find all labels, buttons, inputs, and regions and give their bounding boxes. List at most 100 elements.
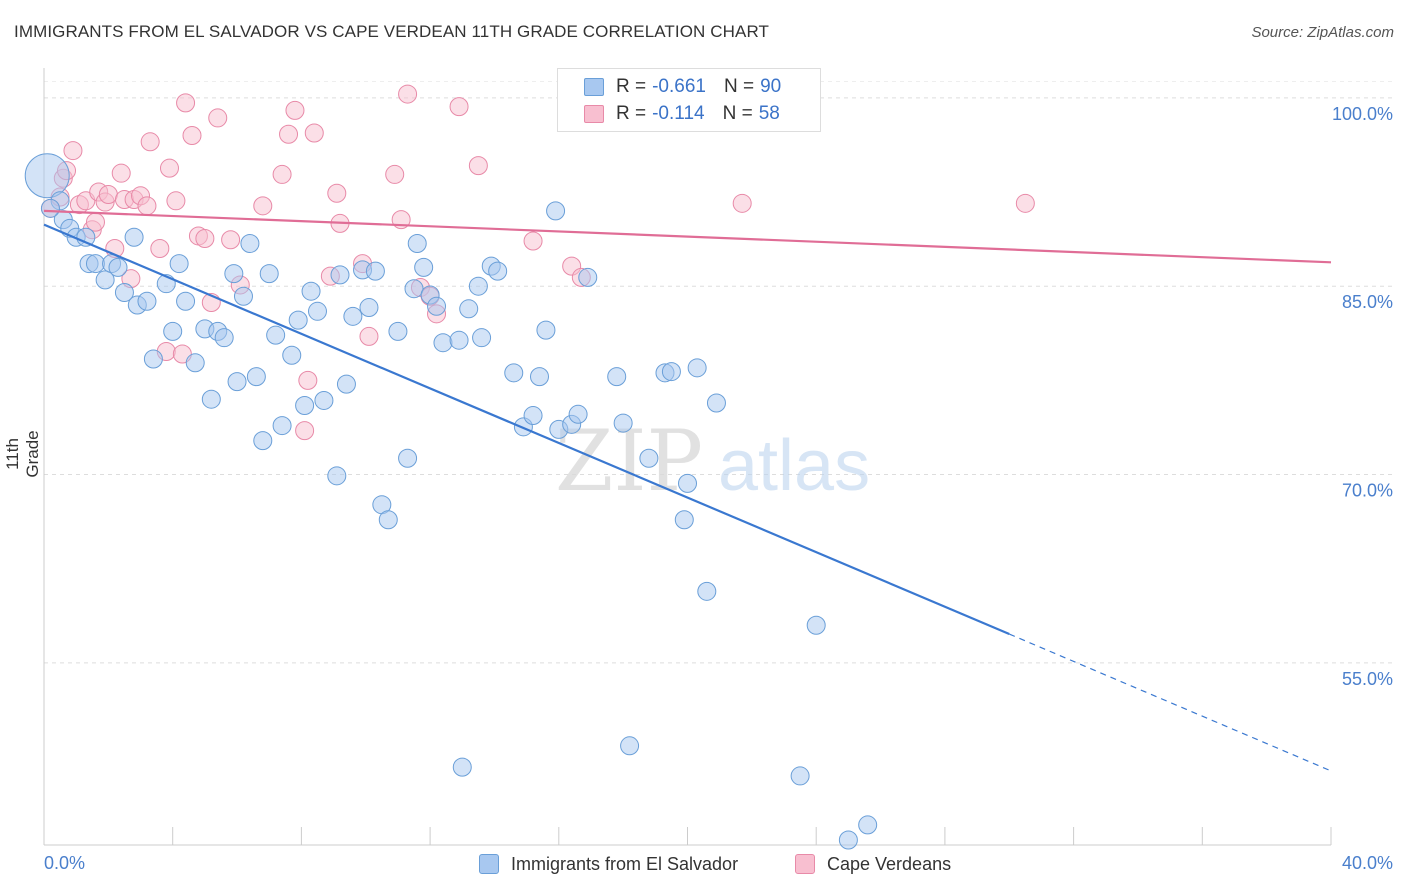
el-salvador-point [253,431,273,451]
cape-verdean-point [208,108,228,128]
trend-lines [43,209,1332,772]
el-salvador-point [114,282,134,302]
el-salvador-point [806,615,826,635]
el-salvador-point [472,328,492,348]
el-salvador-point [288,310,308,330]
cape-verdean-point [159,158,179,178]
cape-verdean-point [449,97,469,117]
el-salvador-point [137,291,157,311]
el-salvador-point [388,321,408,341]
y-tick-label: 85.0% [1342,292,1393,312]
el-salvador-point [678,473,697,493]
x-ticks [172,827,1332,845]
y-tick-label: 70.0% [1342,481,1393,501]
cape-verdean-point [111,163,131,183]
el-salvador-point [607,367,627,387]
source-label: Source: ZipAtlas.com [1251,24,1394,41]
el-salvador-point [76,227,96,247]
el-salvador-point [214,328,234,348]
el-salvador-point [201,389,221,409]
el-salvador-point [468,276,488,296]
el-salvador-point [272,416,292,436]
cape-verdean-point [304,123,324,143]
el-salvador-point [578,267,598,287]
legend-row-cape-verdeans: R = -0.114 N = 58 [584,102,780,126]
grid-lines [44,81,1393,664]
cape-verdean-point [176,93,196,113]
cape-verdean-point [221,230,241,250]
el-salvador-point [233,286,253,306]
el-salvador-point [108,257,128,277]
legend-r-value: -0.661 [652,76,706,97]
el-salvador-point [176,291,196,311]
cape-verdean-point [182,126,202,146]
el-salvador-point [620,736,640,756]
el-salvador-point [449,330,469,350]
el-salvador-point [359,298,379,318]
el-salvador-point [378,510,398,530]
el-salvador-point [613,413,633,433]
y-tick-labels: 100.0% 85.0% 70.0% 55.0% [1332,104,1393,689]
cape-verdean-point [63,141,83,161]
el-salvador-point [124,227,144,247]
cape-verdean-point [1015,193,1035,213]
bottom-legend-cape-verdeans[interactable]: Cape Verdeans [795,852,951,876]
legend-r-label: R = [616,76,647,97]
y-axis-label: 11th Grade [3,430,42,478]
el-salvador-point [246,367,266,387]
el-salvador-point [452,757,472,777]
y-tick-label: 55.0% [1342,669,1393,689]
el-salvador-point [687,358,707,378]
y-tick-label: 100.0% [1332,104,1393,124]
el-salvador-point [568,404,588,424]
el-salvador-point [85,254,105,274]
cape-verdean-point [137,196,157,216]
bottom-legend-el-salvador[interactable]: Immigrants from El Salvador [479,852,738,876]
el-salvador-point [314,390,334,410]
cape-verdeans-points [40,84,1035,441]
el-salvador-point [169,254,189,274]
cape-verdean-point [166,191,186,211]
cape-verdean-point [150,239,170,259]
legend-n-label: N = [722,103,753,124]
legend-row-el-salvador: R = -0.661 N = 90 [584,75,781,99]
chart-title: IMMIGRANTS FROM EL SALVADOR VS CAPE VERD… [14,22,770,41]
cape-verdean-point [285,100,305,120]
el-salvador-point [227,372,247,392]
el-salvador-point [523,406,543,426]
cape-verdean-point [272,164,292,184]
el-salvador-point [427,296,447,316]
cape-verdean-point [98,185,118,205]
el-salvador-point [343,306,363,326]
legend-r-label: R = [616,103,647,124]
el-salvador-point [163,321,183,341]
legend-n-value: 58 [758,103,780,124]
cape-verdean-point [195,228,215,248]
el-salvador-point [266,325,286,345]
bottom-legend-label: Immigrants from El Salvador [511,853,739,874]
legend-swatch-blue [584,78,604,96]
el-salvador-point [185,353,205,373]
cape-verdean-point [279,124,299,144]
trend-line-el-salvador-extension [1009,633,1332,772]
el-salvador-point [790,766,810,786]
el-salvador-point [398,448,418,468]
el-salvador-point [336,374,356,394]
el-salvador-point [674,510,694,530]
el-salvador-point [459,299,479,319]
trend-line-el-salvador [43,223,1010,636]
el-salvador-point [95,270,115,290]
el-salvador-point [639,448,659,468]
cape-verdean-point [140,132,160,152]
bottom-legend-swatch-pink [795,854,815,874]
el-salvador-point [536,320,556,340]
el-salvador-point [504,363,524,383]
x-tick-label-min: 0.0% [44,853,85,873]
el-salvador-point [433,333,453,353]
el-salvador-point [407,234,427,254]
el-salvador-point [301,281,321,301]
cape-verdean-point [359,326,379,346]
el-salvador-points [24,153,878,850]
cape-verdean-point [385,164,405,184]
